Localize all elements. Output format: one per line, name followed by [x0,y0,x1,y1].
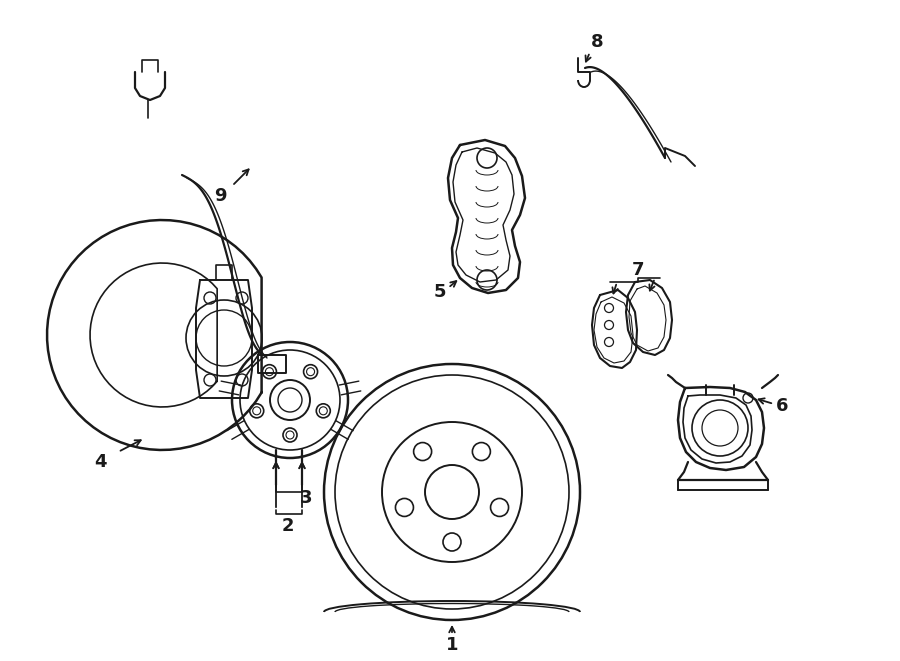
Text: 1: 1 [446,636,458,654]
Text: 7: 7 [632,261,644,279]
Text: 5: 5 [434,283,446,301]
Text: 3: 3 [300,489,312,507]
Text: 2: 2 [282,517,294,535]
Text: 4: 4 [94,453,106,471]
Text: 6: 6 [776,397,788,415]
Text: 8: 8 [590,33,603,51]
Text: 9: 9 [214,187,226,205]
